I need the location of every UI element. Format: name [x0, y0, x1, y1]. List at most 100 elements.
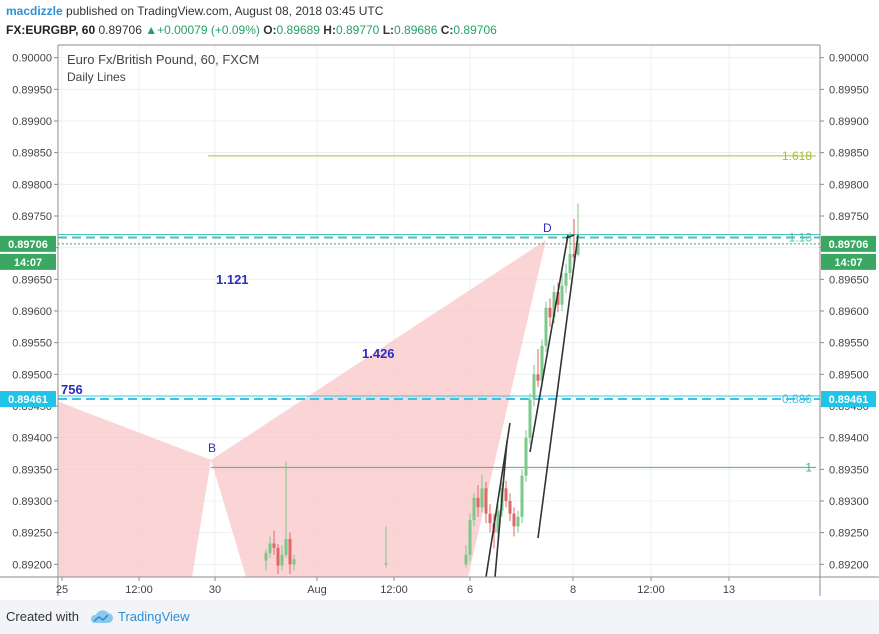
candle-body	[568, 254, 572, 273]
footer: Created with TradingView	[0, 600, 879, 634]
fib-level-label: 1.13	[789, 231, 813, 245]
close-value: 0.89706	[453, 23, 497, 37]
countdown-tag-text: 14:07	[14, 257, 42, 269]
x-axis: 25 12:00 30 Aug 12:00 6 8 12:00 13	[56, 577, 735, 596]
publish-header: macdizzle published on TradingView.com, …	[6, 4, 383, 18]
level-tag	[0, 391, 56, 408]
y-tick-label: 0.89350	[829, 464, 869, 476]
candle-body	[560, 285, 564, 305]
y-tick-label: 0.89950	[829, 84, 869, 96]
open-value: 0.89689	[276, 23, 320, 37]
countdown-tag	[0, 253, 56, 270]
candle-body	[384, 563, 388, 565]
y-tick-label: 0.89650	[829, 274, 869, 286]
candle-body	[484, 488, 488, 514]
ohlc-header: FX:EURGBP, 60 0.89706 ▲+0.00079 (+0.09%)…	[6, 23, 497, 37]
price-chart[interactable]: 1.618 1.13 0.886 1 B D 1.121 1.426 756 0.90…	[0, 40, 879, 600]
y-tick-label: 0.89200	[12, 559, 52, 571]
xab-triangle	[59, 402, 211, 577]
y-tick-label: 0.89250	[12, 528, 52, 540]
high-value: 0.89770	[335, 23, 380, 37]
x-tick-label: 12:00	[380, 584, 408, 596]
y-tick-label: 0.89500	[829, 369, 869, 381]
price-tag-text: 0.89706	[829, 239, 869, 251]
y-tick-label: 0.89400	[12, 433, 52, 445]
x-tick-label: 6	[467, 584, 473, 596]
candle-body	[480, 488, 484, 508]
x-tick-label: 8	[570, 584, 576, 596]
x-tick-label: 12:00	[637, 584, 665, 596]
candle-body	[288, 539, 292, 565]
y-tick-label: 0.89900	[829, 116, 869, 128]
candle-body	[528, 399, 532, 438]
candle-body	[488, 513, 492, 524]
candle-body	[472, 497, 476, 520]
candle-body	[476, 497, 480, 508]
fib-level-label: 1.618	[782, 149, 812, 163]
high-label: H:	[323, 23, 336, 37]
fib-levels: 1.618 1.13 0.886 1	[58, 149, 820, 474]
y-tick-label: 0.90000	[829, 53, 869, 65]
ratio-label: 1.426	[362, 346, 395, 361]
y-tick-label: 0.89750	[829, 211, 869, 223]
candle-body	[508, 501, 512, 514]
trendline	[529, 234, 569, 453]
low-value: 0.89686	[394, 23, 438, 37]
candle-body	[276, 547, 280, 566]
y-tick-label: 0.89300	[829, 496, 869, 508]
price-tag	[0, 235, 56, 252]
candle-body	[536, 374, 540, 381]
y-tick-label: 0.89600	[12, 306, 52, 318]
y-tick-label: 0.89750	[12, 211, 52, 223]
candle-body	[564, 273, 568, 286]
candle-body	[556, 292, 560, 305]
candle-body	[520, 475, 524, 517]
low-label: L:	[382, 23, 395, 37]
y-tick-label: 0.89950	[12, 84, 52, 96]
chart-subtitle: Daily Lines	[67, 70, 126, 84]
harmonic-pattern	[59, 240, 546, 577]
author-name[interactable]: macdizzle	[6, 4, 63, 18]
countdown-tag-text: 14:07	[834, 257, 862, 269]
open-label: O:	[263, 23, 277, 37]
close-label: C:	[440, 23, 454, 37]
y-tick-label: 0.89900	[12, 116, 52, 128]
candle-body	[512, 513, 516, 527]
countdown-tag	[821, 253, 876, 270]
candle-body	[516, 516, 520, 527]
y-tick-label: 0.89500	[12, 369, 52, 381]
candle-body	[576, 243, 580, 255]
candle-body	[524, 437, 528, 476]
candle-body	[264, 552, 268, 561]
candle-body	[280, 554, 284, 566]
candle-body	[496, 510, 500, 533]
candle-body	[464, 554, 468, 565]
tradingview-link[interactable]: TradingView	[118, 609, 190, 624]
candle-body	[540, 345, 544, 381]
point-d-label: D	[543, 221, 552, 235]
candle-body	[272, 543, 276, 548]
tradingview-cloud-icon[interactable]	[88, 608, 114, 626]
trendline	[537, 234, 579, 539]
candle-body	[284, 539, 288, 555]
candle-body	[292, 559, 296, 565]
candle-body	[548, 307, 552, 318]
ratio-label: 756	[61, 382, 83, 397]
pattern-labels: B D 1.121 1.426 756	[61, 221, 552, 455]
x-tick-label: Aug	[307, 584, 327, 596]
point-b-label: B	[208, 441, 216, 455]
y-tick-label: 0.89600	[829, 306, 869, 318]
y-tick-label: 0.89650	[12, 274, 52, 286]
price-tag-text: 0.89706	[8, 239, 48, 251]
y-tick-label: 0.89300	[12, 496, 52, 508]
x-tick-label: 13	[723, 584, 735, 596]
last-price: 0.89706	[98, 23, 142, 37]
x-tick-label: 12:00	[125, 584, 153, 596]
price-tag	[821, 235, 876, 252]
trendline	[565, 234, 575, 239]
change-value: +0.00079 (+0.09%)	[157, 23, 260, 37]
y-tick-label: 0.89250	[829, 528, 869, 540]
created-with-label: Created with	[6, 609, 79, 624]
bcd-triangle	[211, 240, 546, 577]
publish-info: published on TradingView.com, August 08,…	[66, 4, 384, 18]
